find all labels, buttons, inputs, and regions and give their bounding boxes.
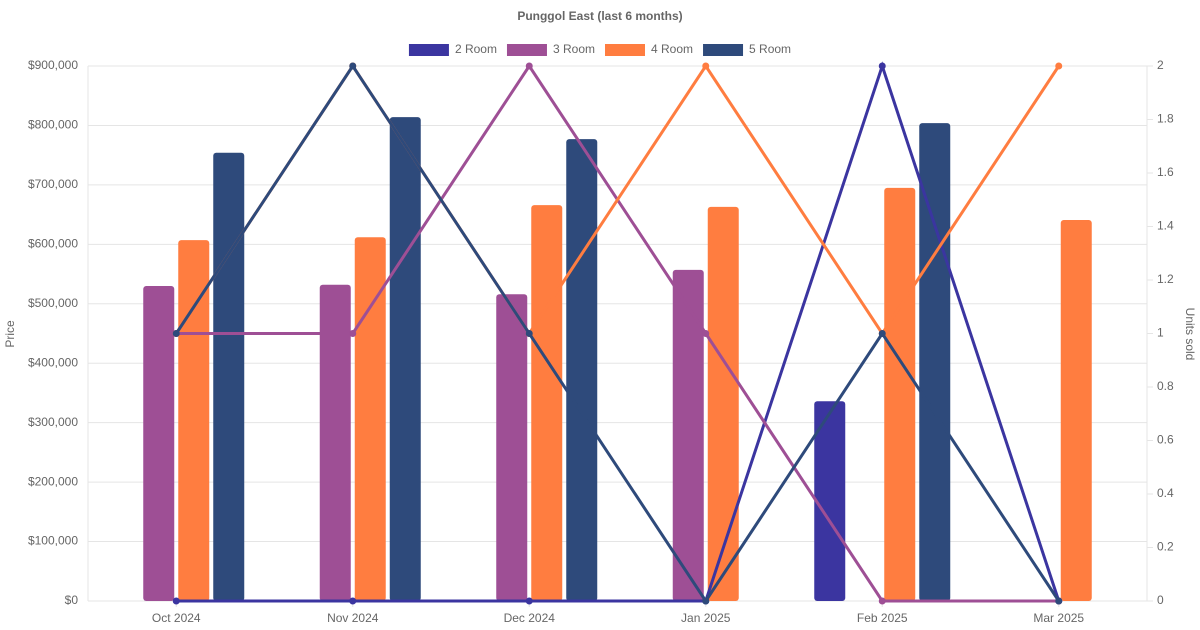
bar xyxy=(814,401,846,601)
y-axis-title: Price xyxy=(3,320,17,348)
y-tick-label: $0 xyxy=(65,593,79,607)
point xyxy=(349,597,357,605)
point xyxy=(525,330,533,337)
point xyxy=(1055,62,1063,70)
legend-swatch xyxy=(703,44,744,56)
line xyxy=(174,63,1061,604)
bar xyxy=(884,187,916,601)
point xyxy=(1055,597,1063,605)
y2-tick-label: 2 xyxy=(1157,58,1164,72)
x-tick-label: Mar 2025 xyxy=(1033,611,1084,625)
y2-tick-label: 1.2 xyxy=(1157,272,1174,286)
x-tick-label: Oct 2024 xyxy=(152,611,201,625)
bar xyxy=(1060,219,1092,601)
y-tick-label: $900,000 xyxy=(28,58,78,72)
legend-label: 5 Room xyxy=(749,42,791,56)
y2-tick-label: 0.6 xyxy=(1157,433,1174,447)
point xyxy=(172,597,180,605)
point xyxy=(172,330,180,337)
legend-swatch xyxy=(408,44,449,56)
y2-tick-label: 1.4 xyxy=(1157,219,1174,233)
bar xyxy=(354,237,386,601)
point xyxy=(349,330,357,337)
point xyxy=(349,62,357,70)
y-tick-label: $100,000 xyxy=(28,534,78,548)
x-tick-label: Nov 2024 xyxy=(327,611,379,625)
y2-tick-label: 0.8 xyxy=(1157,379,1174,393)
y2-tick-label: 0.2 xyxy=(1157,540,1174,554)
bar xyxy=(707,206,739,601)
bar xyxy=(389,117,421,601)
y2-tick-label: 1 xyxy=(1157,326,1164,340)
chart-title: Punggol East (last 6 months) xyxy=(517,9,682,23)
legend-swatch xyxy=(506,44,547,56)
point xyxy=(878,62,886,70)
y2-tick-label: 1.6 xyxy=(1157,165,1174,179)
point xyxy=(702,62,710,70)
y2-tick-label: 0.4 xyxy=(1157,486,1174,500)
point xyxy=(702,330,710,337)
y-tick-label: $300,000 xyxy=(28,415,78,429)
bar xyxy=(178,240,210,601)
legend-label: 3 Room xyxy=(553,42,595,56)
bar xyxy=(143,285,175,601)
bar xyxy=(213,152,245,602)
y-tick-label: $800,000 xyxy=(28,118,78,132)
y-tick-label: $600,000 xyxy=(28,237,78,251)
bar xyxy=(672,269,704,601)
point xyxy=(525,62,533,70)
y2-axis-title: Units sold xyxy=(1183,308,1197,361)
legend-label: 4 Room xyxy=(651,42,693,56)
x-tick-label: Jan 2025 xyxy=(681,611,731,625)
bar xyxy=(531,205,563,601)
bar xyxy=(566,139,598,601)
y-tick-label: $500,000 xyxy=(28,296,78,310)
point xyxy=(525,597,533,605)
x-tick-label: Feb 2025 xyxy=(857,611,908,625)
y-tick-label: $700,000 xyxy=(28,177,78,191)
point xyxy=(878,330,886,337)
point xyxy=(702,597,710,605)
x-tick-label: Dec 2024 xyxy=(504,611,556,625)
bar xyxy=(319,284,351,601)
bar xyxy=(496,294,528,601)
point xyxy=(878,597,886,605)
y-tick-label: $400,000 xyxy=(28,355,78,369)
y2-tick-label: 1.8 xyxy=(1157,112,1174,126)
y2-tick-label: 0 xyxy=(1157,593,1164,607)
legend-swatch xyxy=(605,44,645,56)
legend-label: 2 Room xyxy=(455,42,497,56)
line xyxy=(176,61,1061,603)
y-tick-label: $200,000 xyxy=(28,474,78,488)
